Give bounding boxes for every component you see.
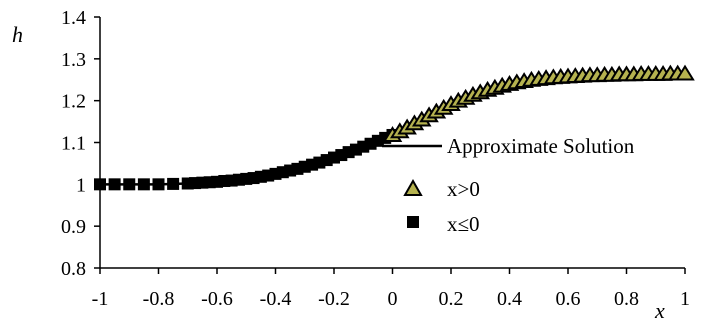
legend-label-approximate-solution: Approximate Solution bbox=[447, 134, 635, 158]
legend-label-x-gt-0: x>0 bbox=[447, 177, 480, 201]
x-tick-label: 1 bbox=[680, 288, 690, 310]
legend-square-swatch bbox=[407, 216, 419, 228]
y-tick-label: 1.4 bbox=[61, 7, 86, 29]
y-tick-label: 1 bbox=[76, 174, 86, 196]
x-gt-0-marker-layer bbox=[382, 64, 695, 142]
legend-triangle-swatch bbox=[403, 178, 423, 196]
x-le-0-point bbox=[123, 178, 136, 191]
x-le-0-marker-layer bbox=[94, 128, 399, 191]
x-tick-label: -1 bbox=[92, 288, 109, 310]
y-tick-label: 1.2 bbox=[61, 91, 86, 113]
y-tick-label: 0.8 bbox=[61, 258, 86, 280]
y-tick-label: 1.1 bbox=[61, 133, 86, 155]
x-le-0-point bbox=[94, 178, 106, 191]
y-tick-label: 1.3 bbox=[61, 49, 86, 71]
legend-label-x-le-0: x≤0 bbox=[447, 212, 480, 236]
x-tick-label: 0.8 bbox=[614, 288, 639, 310]
x-tick-label: 0.6 bbox=[556, 288, 581, 310]
x-le-0-point bbox=[152, 178, 165, 191]
y-ticks: 0.8 0.9 1 1.1 1.2 1.3 1.4 bbox=[61, 7, 100, 280]
x-tick-label: 0.4 bbox=[497, 288, 522, 310]
x-gt-0-point bbox=[675, 64, 695, 81]
x-axis-label: x bbox=[654, 298, 665, 323]
y-tick-label: 0.9 bbox=[61, 216, 86, 238]
x-tick-label: -0.4 bbox=[260, 288, 292, 310]
x-tick-label: -0.2 bbox=[318, 288, 350, 310]
x-le-0-point bbox=[137, 178, 150, 191]
x-le-0-point bbox=[167, 177, 180, 190]
x-le-0-point bbox=[108, 178, 121, 191]
x-ticks: -1 -0.8 -0.6 -0.4 -0.2 0 0.2 0.4 0.6 0.8 1 bbox=[92, 268, 690, 310]
x-tick-label: -0.8 bbox=[143, 288, 175, 310]
y-axis-label: h bbox=[12, 22, 23, 47]
x-tick-label: -0.6 bbox=[201, 288, 233, 310]
x-tick-label: 0 bbox=[388, 288, 398, 310]
x-tick-label: 0.2 bbox=[439, 288, 464, 310]
legend: Approximate Solution x>0 x≤0 bbox=[382, 134, 635, 236]
